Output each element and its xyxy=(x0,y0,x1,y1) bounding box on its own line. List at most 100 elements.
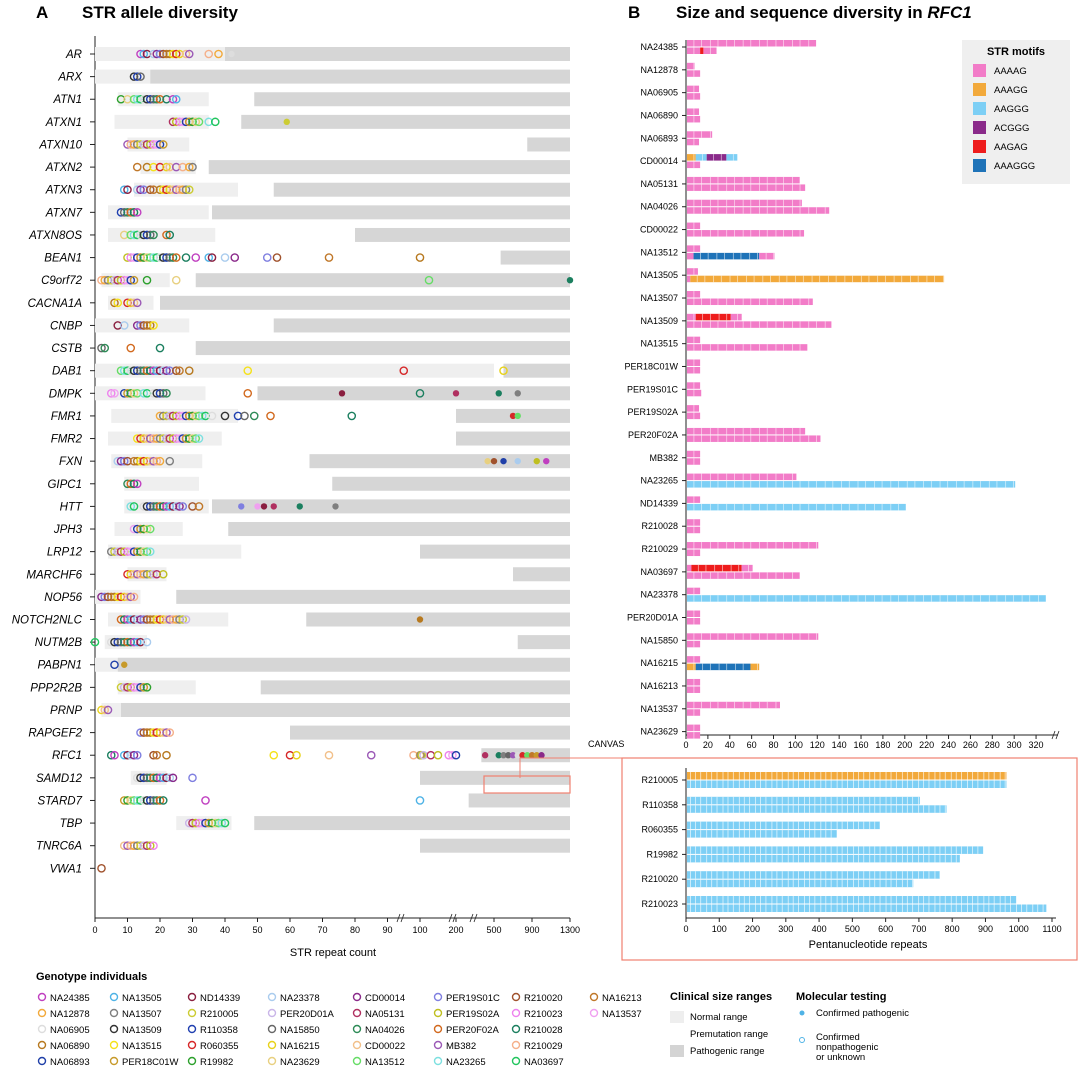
allele-marker xyxy=(272,253,282,262)
allele-marker xyxy=(415,796,425,805)
motif-interruption xyxy=(781,904,783,912)
motif-interruption xyxy=(923,780,925,788)
motif-interruption xyxy=(760,805,761,813)
genotype-label: PER18C01W xyxy=(122,1057,179,1068)
allele-marker xyxy=(139,388,149,398)
motif-interruption xyxy=(795,275,796,283)
axis-break-mark xyxy=(396,913,405,923)
motif-interruption xyxy=(906,796,908,805)
motif-interruption xyxy=(743,780,745,788)
motif-interruption xyxy=(824,481,826,488)
pathogenic-range-bar xyxy=(212,499,570,514)
motif-interruption xyxy=(825,805,827,813)
pathogenic-range-bar xyxy=(456,431,570,446)
motif-interruption xyxy=(755,896,757,904)
allele-marker xyxy=(136,185,145,195)
motif-interruption xyxy=(717,595,719,602)
motif-interruption xyxy=(917,275,919,283)
motif-interruption xyxy=(804,796,805,805)
motif-interruption xyxy=(734,40,735,47)
gene-row: JPH3 xyxy=(53,522,570,537)
confirmed-pathogenic-label: Confirmed pathogenic xyxy=(816,1008,909,1019)
sample-label: NA16213 xyxy=(640,681,678,691)
allele-marker xyxy=(123,592,132,602)
motif-interruption xyxy=(738,780,740,788)
motif-interruption xyxy=(783,321,784,328)
motif-interruption xyxy=(799,199,801,207)
motif-interruption xyxy=(700,796,702,805)
motif-interruption xyxy=(918,854,920,863)
motif-interruption xyxy=(820,896,822,904)
motif-interruption xyxy=(809,780,810,788)
motif-interruption xyxy=(988,896,990,904)
motif-interruption xyxy=(722,846,724,854)
motif-interruption xyxy=(928,772,930,780)
motif-label: ACGGG xyxy=(994,123,1029,134)
motif-interruption xyxy=(912,896,914,904)
motif-interruption xyxy=(765,904,767,912)
motif-segment xyxy=(687,732,701,739)
motif-interruption xyxy=(738,564,740,572)
motif-interruption xyxy=(809,805,810,813)
allele-marker xyxy=(158,796,168,805)
motif-interruption xyxy=(808,40,810,47)
motif-segment xyxy=(687,184,806,191)
motif-interruption xyxy=(771,796,773,805)
motif-interruption xyxy=(858,904,859,912)
motif-interruption xyxy=(750,344,752,351)
motif-interruption xyxy=(814,796,816,805)
motif-interruption xyxy=(783,503,784,511)
motif-interruption xyxy=(836,904,838,912)
motif-interruption xyxy=(792,40,793,47)
motif-interruption xyxy=(858,846,859,854)
motif-interruption xyxy=(732,871,734,879)
motif-interruption xyxy=(799,595,801,602)
motif-segment xyxy=(687,780,1007,788)
genotype-label: CD00022 xyxy=(365,1041,405,1052)
gene-row: CNBP xyxy=(50,318,570,333)
motif-interruption xyxy=(836,805,838,813)
motif-interruption xyxy=(988,780,990,788)
motif-interruption xyxy=(776,879,778,888)
motif-interruption xyxy=(742,40,744,47)
motif-interruption xyxy=(895,904,897,912)
motif-interruption xyxy=(693,686,695,693)
gene-label: ATXN1 xyxy=(45,117,82,129)
motif-interruption xyxy=(830,796,832,805)
motif-interruption xyxy=(881,503,883,511)
motif-interruption xyxy=(939,871,941,879)
motif-interruption xyxy=(820,780,822,788)
motif-interruption xyxy=(847,846,848,854)
motif-interruption xyxy=(775,595,777,602)
motif-interruption xyxy=(955,904,957,912)
motif-interruption xyxy=(701,40,702,47)
allele-marker xyxy=(145,230,155,240)
motif-interruption xyxy=(759,184,760,191)
motif-interruption xyxy=(701,633,702,640)
motif-interruption xyxy=(923,846,925,854)
motif-interruption xyxy=(749,780,751,788)
allele-marker xyxy=(184,49,194,59)
pathogenic-allele-marker xyxy=(528,752,536,759)
allele-marker xyxy=(123,456,132,466)
genotype-label: PER20D01A xyxy=(280,1009,335,1020)
motif-interruption xyxy=(988,481,990,488)
sample-label: NA04026 xyxy=(640,202,678,212)
pathogenic-allele-marker xyxy=(121,661,128,668)
motif-interruption xyxy=(1021,595,1023,602)
motif-interruption xyxy=(735,663,736,671)
motif-interruption xyxy=(760,871,761,879)
motif-interruption xyxy=(694,796,696,805)
motif-interruption xyxy=(863,772,865,780)
motif-interruption xyxy=(901,780,903,788)
motif-interruption xyxy=(869,772,871,780)
gene-label: ATXN2 xyxy=(45,162,83,174)
motif-interruption xyxy=(928,846,930,854)
motif-interruption xyxy=(693,115,695,123)
allele-marker xyxy=(129,479,139,489)
motif-interruption xyxy=(749,796,751,805)
gene-row: PPP2R2B xyxy=(30,680,570,695)
panel-a-x-tick-label: 900 xyxy=(524,925,539,935)
rfc1-sample-row: NA13515 xyxy=(640,336,808,351)
gene-label: ATXN8OS xyxy=(28,230,82,242)
